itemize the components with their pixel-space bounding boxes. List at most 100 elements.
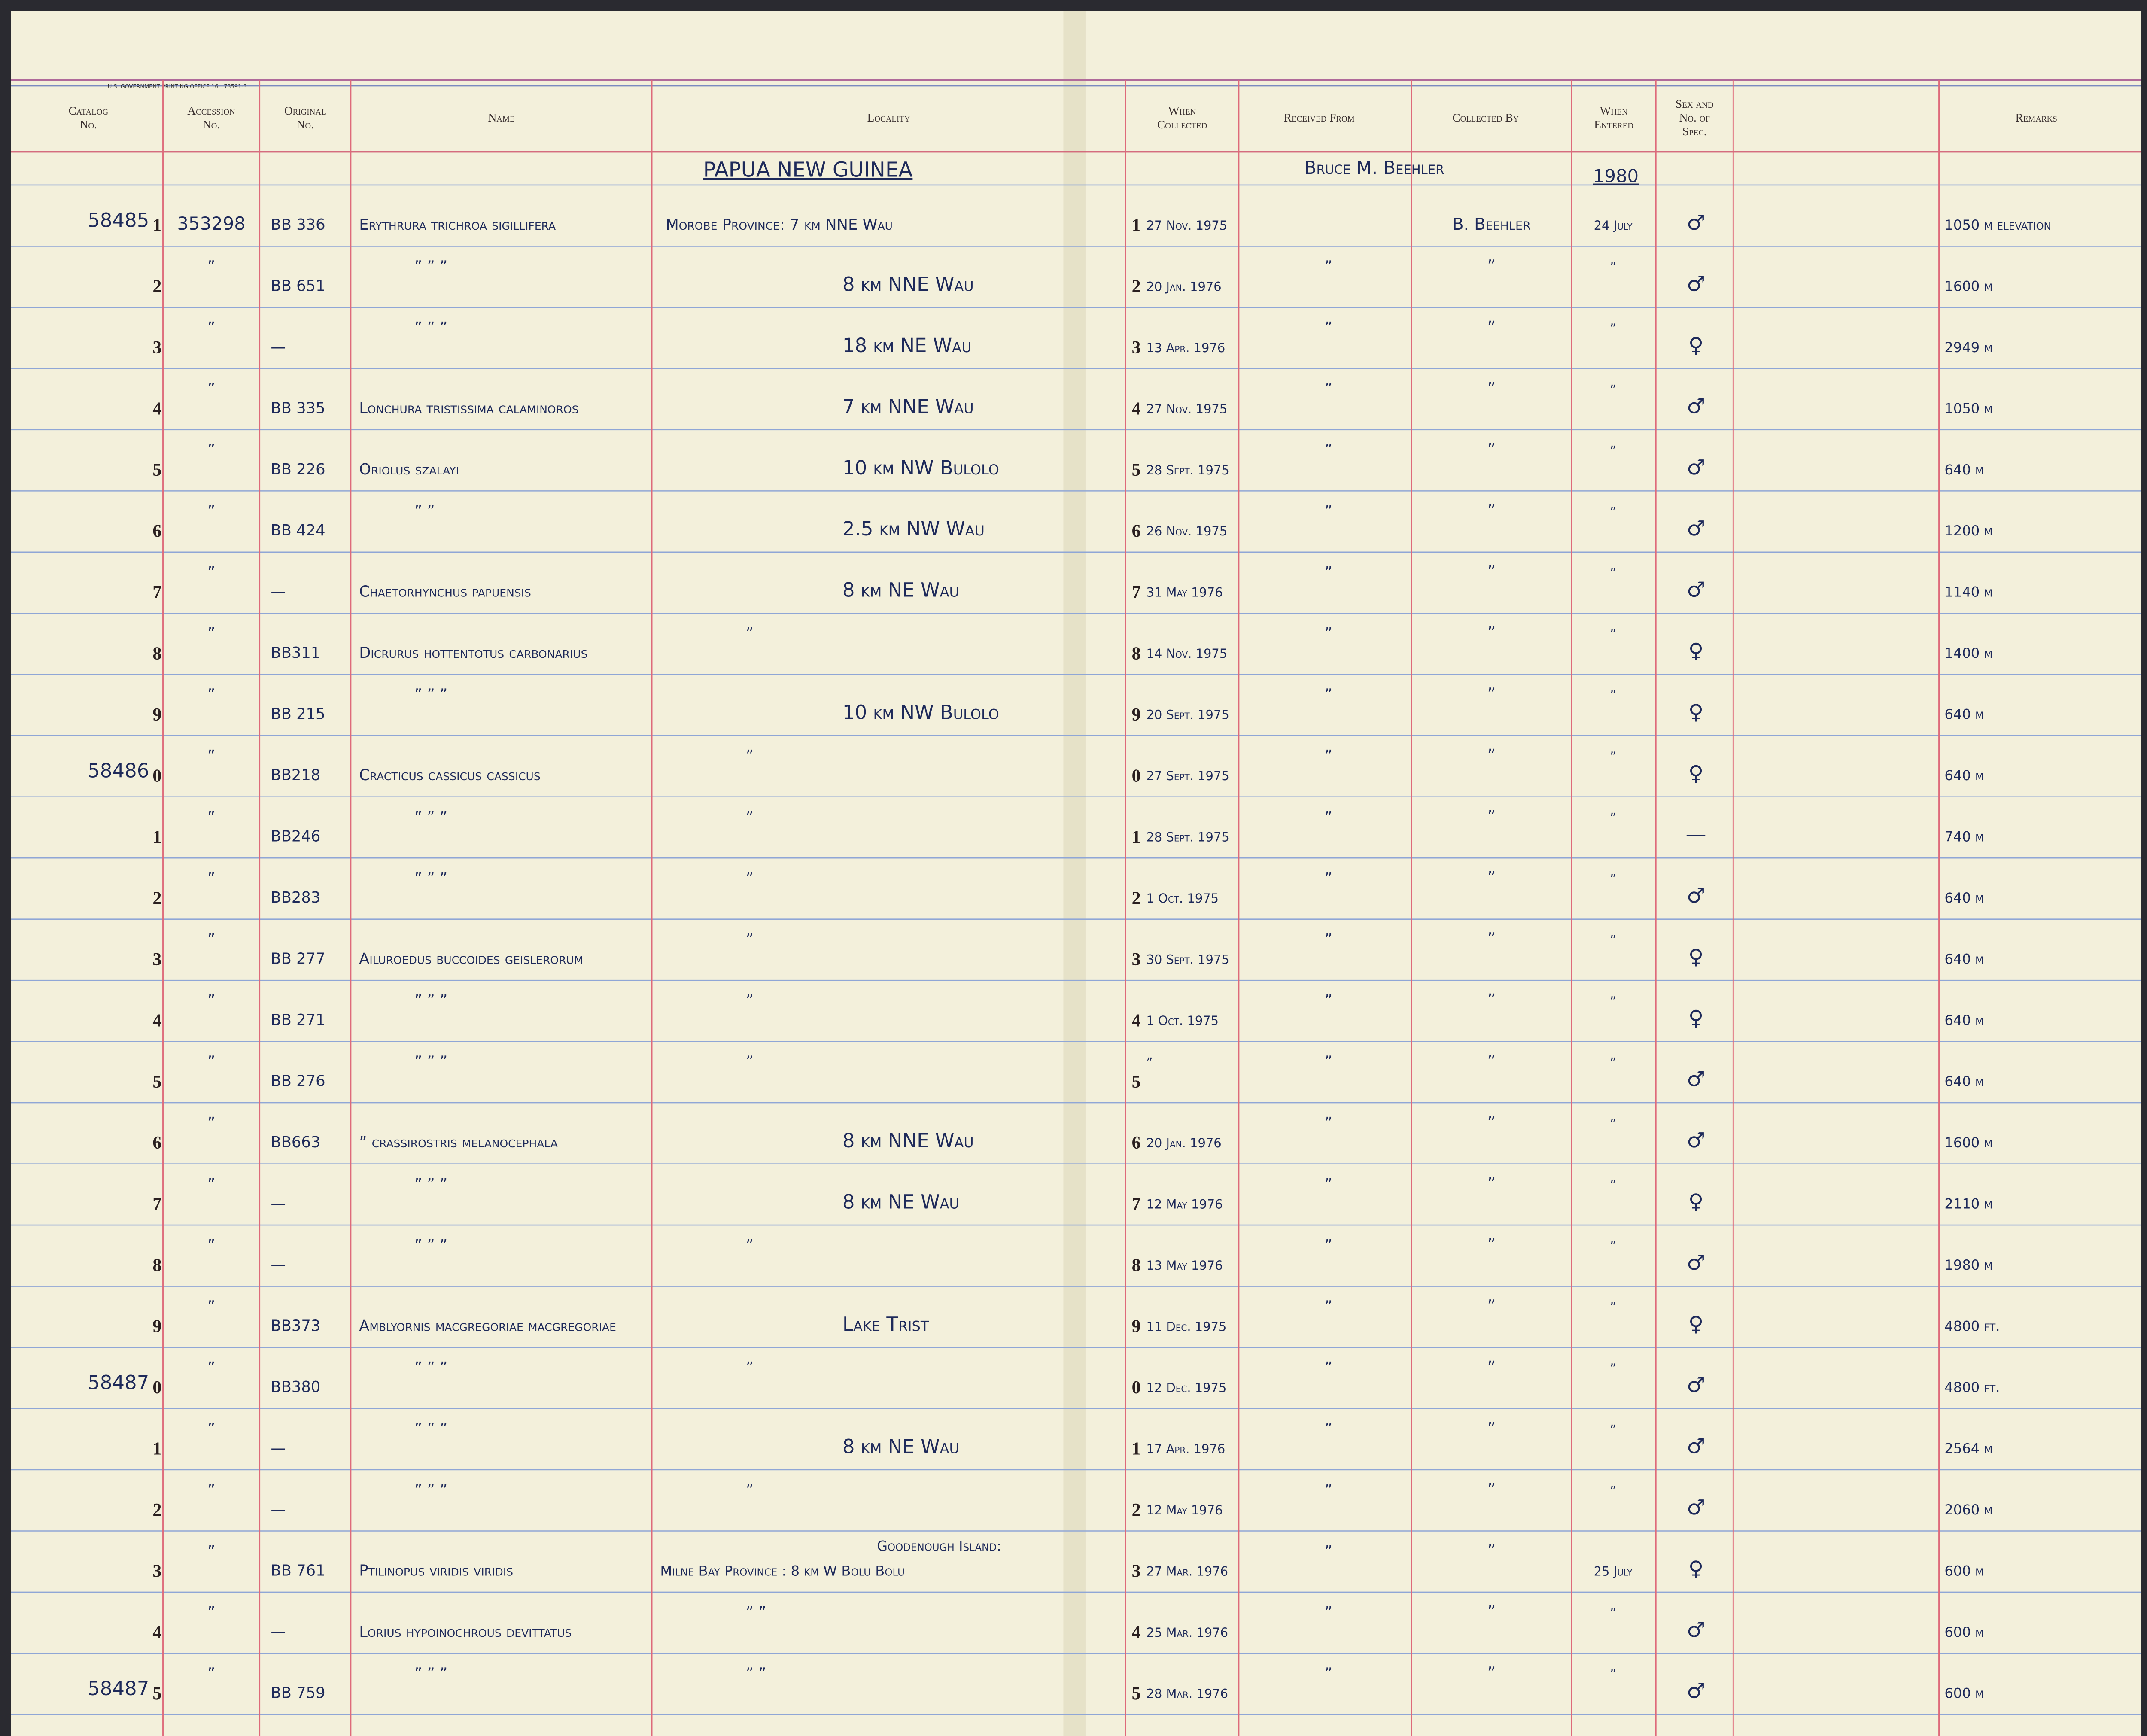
remarks: 1600 m [1944, 1134, 1992, 1151]
original-no: BB380 [271, 1378, 320, 1396]
column-header: No. [203, 118, 220, 131]
remarks: 4800 ft. [1944, 1379, 2000, 1395]
catalog-prefix: 58485 [88, 209, 149, 231]
accession-no: 353298 [177, 213, 246, 234]
locality: 7 km NNE Wau [842, 395, 974, 418]
when-collected: 13 Apr. 1976 [1146, 341, 1225, 355]
received-from: ” [1325, 380, 1332, 398]
accession-no: ” [207, 1053, 215, 1071]
column-header: Accession [187, 104, 235, 117]
when-collected: 26 Nov. 1975 [1146, 524, 1227, 538]
row-digit: 3 [1132, 950, 1141, 970]
remarks: 1050 m elevation [1944, 217, 2051, 233]
when-collected: 25 Mar. 1976 [1146, 1625, 1228, 1640]
accession-no: ” [207, 1114, 215, 1132]
catalog-digit: 4 [152, 1623, 161, 1642]
received-from: ” [1325, 1420, 1332, 1438]
when-collected: 17 Apr. 1976 [1146, 1441, 1225, 1456]
catalog-digit: 8 [152, 1256, 161, 1275]
name: Oriolus szalayi [359, 461, 459, 478]
row-digit: 5 [1132, 1684, 1141, 1704]
when-entered: ” [1610, 260, 1616, 274]
sex: ♀ [1688, 639, 1703, 663]
column-header: Name [488, 111, 514, 124]
locality: Milne Bay Province : 8 km W Bolu Bolu [660, 1563, 905, 1579]
name: Chaetorhynchus papuensis [359, 583, 531, 601]
catalog-digit: 5 [152, 460, 161, 480]
remarks: 640 m [1944, 890, 1983, 906]
name: ” ” ” [414, 686, 447, 704]
collected-by: ” [1487, 440, 1496, 459]
name: ” ” [414, 502, 435, 520]
name: Ailuroedus buccoides geislerorum [359, 950, 583, 968]
sex: ♀ [1688, 1006, 1703, 1030]
locality: ” [746, 1359, 754, 1377]
accession-no: ” [207, 1665, 215, 1682]
remarks: 640 m [1944, 706, 1983, 723]
catalog-digit: 1 [152, 1439, 161, 1459]
original-no: — [271, 1623, 286, 1641]
row-digit: 5 [1132, 460, 1141, 480]
catalog-digit: 5 [152, 1684, 161, 1704]
row-digit: 4 [1132, 1011, 1141, 1031]
remarks: 1140 m [1944, 584, 1992, 600]
name: Amblyornis macgregoriae macgregoriae [359, 1317, 616, 1335]
collected-by: ” [1487, 256, 1496, 276]
catalog-digit: 9 [152, 1317, 161, 1337]
collected-by: ” [1487, 1419, 1496, 1438]
accession-no: ” [207, 564, 215, 581]
locality: Goodenough Island: [877, 1538, 1001, 1554]
accession-no: ” [207, 1359, 215, 1377]
remarks: 4800 ft. [1944, 1318, 2000, 1334]
when-collected: 27 Nov. 1975 [1146, 218, 1227, 233]
sex: ♂ [1687, 517, 1705, 541]
received-from: ” [1325, 1542, 1332, 1560]
original-no: BB311 [271, 644, 320, 662]
collected-by: ” [1487, 1541, 1496, 1560]
remarks: 600 m [1944, 1685, 1983, 1701]
locality: ” [746, 625, 754, 642]
when-collected: 20 Jan. 1976 [1146, 1136, 1221, 1150]
when-entered: ” [1610, 505, 1616, 519]
accession-no: ” [207, 809, 215, 826]
remarks: 1050 m [1944, 400, 1992, 417]
catalog-digit: 0 [152, 1378, 161, 1398]
name: ” ” ” [414, 319, 447, 337]
row-digit: 1 [1132, 216, 1141, 235]
original-no: — [271, 1501, 286, 1518]
when-entered: ” [1610, 1239, 1616, 1253]
accession-no: ” [207, 1298, 215, 1315]
when-entered: ” [1610, 1422, 1616, 1437]
original-no: BB 335 [271, 399, 325, 417]
catalog-digit: 5 [152, 1072, 161, 1092]
sex: ♂ [1687, 1251, 1705, 1275]
catalog-digit: 1 [152, 216, 161, 235]
remarks: 2060 m [1944, 1502, 1992, 1518]
locality: 8 km NNE Wau [842, 273, 974, 295]
received-from: ” [1325, 1053, 1332, 1071]
collected-by: ” [1487, 991, 1496, 1010]
catalog-digit: 2 [152, 277, 161, 297]
locality: Lake Trist [842, 1313, 929, 1335]
sex: ♂ [1687, 578, 1705, 602]
received-from: ” [1325, 870, 1332, 887]
row-digit: 7 [1132, 1195, 1141, 1214]
locality: 10 km NW Bulolo [842, 701, 999, 724]
received-from: ” [1325, 564, 1332, 581]
remarks: 1400 m [1944, 645, 1992, 661]
sex: ♂ [1687, 456, 1705, 480]
when-collected: 12 May 1976 [1146, 1503, 1223, 1517]
remarks: 600 m [1944, 1563, 1983, 1579]
received-from: ” [1325, 1359, 1332, 1377]
sex: ♀ [1688, 333, 1703, 357]
when-entered: ” [1610, 933, 1616, 948]
when-entered: ” [1610, 749, 1616, 764]
accession-no: ” [207, 502, 215, 520]
name: Lonchura tristissima calaminoros [359, 399, 578, 417]
original-no: BB218 [271, 766, 320, 784]
gutter [1063, 11, 1086, 1736]
name: ” ” ” [414, 870, 447, 887]
row-digit: 4 [1132, 399, 1141, 419]
original-no: — [271, 338, 286, 356]
catalog-prefix: 58486 [88, 760, 149, 782]
